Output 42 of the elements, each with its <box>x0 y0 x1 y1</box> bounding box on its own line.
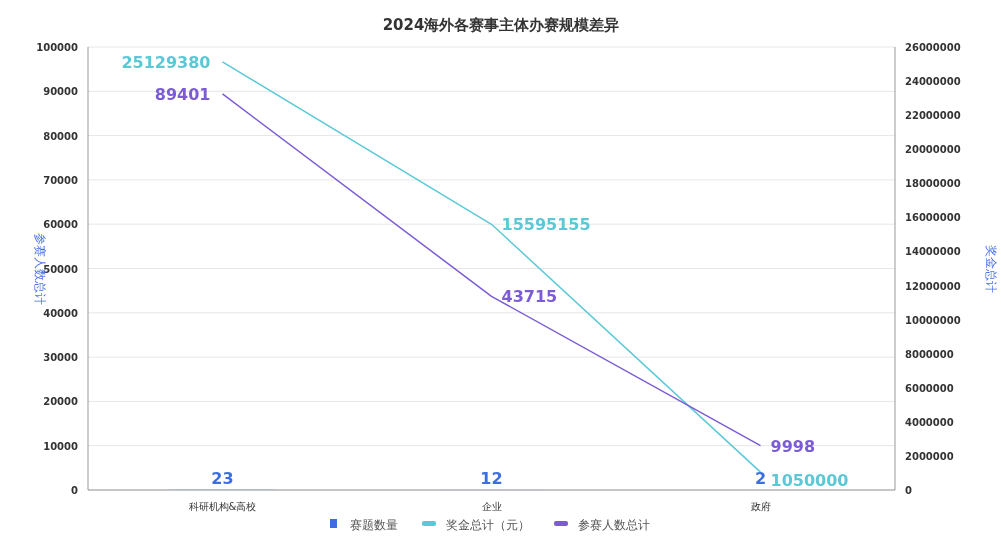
data-label: 2 <box>754 468 767 488</box>
y2-tick-label: 0 <box>905 485 912 496</box>
y2-tick-label: 10000000 <box>905 314 961 326</box>
y2-axis-title: 奖金总计 <box>984 244 998 293</box>
data-label: 23 <box>211 468 234 488</box>
y2-tick-label: 16000000 <box>905 212 961 224</box>
legend-label: 参赛人数总计 <box>578 518 650 532</box>
data-label: 1050000 <box>770 471 849 491</box>
y2-tick-label: 26000000 <box>905 42 961 53</box>
y2-tick-label: 2000000 <box>905 450 954 462</box>
y2-tick-label: 6000000 <box>905 382 954 394</box>
y2-tick-label: 18000000 <box>905 178 961 190</box>
y-tick-label: 80000 <box>43 130 79 142</box>
y-axis-title: 参赛人数总计 <box>33 232 47 305</box>
y-tick-label: 0 <box>71 485 79 496</box>
data-label: 9998 <box>770 436 816 456</box>
y-tick-label: 90000 <box>43 86 79 98</box>
y-tick-label: 60000 <box>43 219 79 231</box>
x-tick-label: 企业 <box>481 501 502 512</box>
x-tick-label: 政府 <box>750 501 771 512</box>
data-label: 15595155 <box>501 215 591 235</box>
x-tick-label: 科研机构&高校 <box>188 501 257 512</box>
legend-label: 赛题数量 <box>350 518 398 532</box>
y2-tick-label: 14000000 <box>905 246 961 258</box>
chart-title: 2024海外各赛事主体办赛规模差异 <box>382 16 620 34</box>
data-label: 89401 <box>154 84 211 104</box>
y2-tick-label: 22000000 <box>905 110 961 122</box>
y2-tick-label: 20000000 <box>905 144 961 156</box>
y2-tick-label: 12000000 <box>905 280 961 292</box>
data-label: 43715 <box>501 287 558 307</box>
y-tick-label: 30000 <box>43 352 79 364</box>
legend-label: 奖金总计（元） <box>446 518 530 532</box>
y2-tick-label: 4000000 <box>905 416 954 428</box>
data-label: 12 <box>480 468 503 488</box>
y-tick-label: 100000 <box>36 42 79 53</box>
y2-tick-label: 24000000 <box>905 76 961 88</box>
y-tick-label: 40000 <box>43 307 79 319</box>
y-tick-label: 20000 <box>43 396 79 408</box>
y2-tick-label: 8000000 <box>905 348 954 360</box>
y-tick-label: 70000 <box>43 174 79 186</box>
data-label: 25129380 <box>121 52 211 72</box>
y-tick-label: 10000 <box>43 440 79 452</box>
